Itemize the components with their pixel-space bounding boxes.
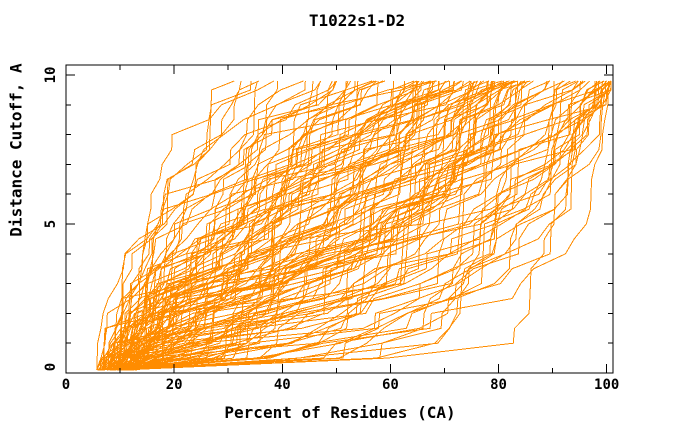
model-curve — [121, 80, 612, 371]
model-curve — [111, 80, 612, 371]
model-curve — [130, 80, 376, 371]
model-curve — [132, 80, 492, 371]
model-curve — [124, 80, 579, 371]
model-curve — [110, 80, 386, 371]
model-curve — [131, 80, 518, 371]
model-curve — [116, 80, 612, 371]
model-curve — [133, 80, 462, 371]
model-curve — [125, 80, 612, 371]
model-curve — [96, 80, 242, 370]
model-curve — [109, 80, 379, 371]
model-curve — [96, 80, 425, 371]
model-curve — [112, 80, 519, 371]
model-curve — [106, 80, 306, 370]
x-tick-label: 60 — [381, 377, 399, 393]
model-curve — [118, 80, 479, 371]
y-tick-label: 10 — [43, 66, 59, 84]
model-curve — [98, 80, 488, 371]
model-curve — [127, 80, 586, 371]
model-curve — [120, 80, 550, 371]
model-curve — [97, 80, 494, 371]
model-curve — [126, 80, 584, 371]
model-curve — [120, 80, 322, 371]
model-curve — [128, 80, 417, 371]
model-curve — [101, 80, 596, 371]
model-curve — [127, 80, 455, 371]
x-tick-label: 80 — [490, 377, 507, 393]
model-curve — [116, 80, 597, 371]
model-curve — [124, 80, 563, 371]
y-tick-label: 0 — [43, 362, 59, 372]
x-axis-label: Percent of Residues (CA) — [224, 403, 456, 422]
model-curve — [99, 80, 505, 371]
model-curve — [131, 80, 434, 371]
plot-border — [65, 64, 614, 374]
model-curve — [100, 80, 612, 371]
model-curve — [133, 80, 581, 371]
model-curve — [121, 80, 608, 371]
model-curve — [115, 80, 352, 371]
model-curve — [134, 80, 418, 371]
model-curve — [135, 80, 414, 371]
model-curve — [128, 80, 598, 371]
y-axis-label: Distance Cutoff, A — [6, 63, 26, 237]
model-curve — [124, 80, 522, 371]
model-curve — [125, 80, 555, 371]
model-curve — [101, 80, 523, 371]
x-tick-label: 100 — [594, 377, 620, 393]
chart-title: T1022s1-D2 — [308, 11, 406, 30]
model-curve — [102, 80, 338, 371]
model-curve — [106, 80, 515, 371]
model-curve — [101, 80, 601, 371]
model-curve — [130, 80, 528, 371]
model-curve — [103, 80, 304, 371]
model-curve — [112, 80, 475, 371]
x-tick-label: 0 — [61, 377, 71, 393]
x-tick-label: 20 — [165, 377, 183, 393]
model-curve — [99, 80, 571, 371]
model-curve — [114, 80, 493, 371]
model-curve — [116, 80, 377, 371]
x-tick-label: 40 — [273, 377, 291, 393]
model-curve — [127, 80, 551, 371]
model-curve — [109, 80, 447, 371]
model-curves-group — [96, 80, 612, 371]
y-tick-label: 5 — [43, 219, 59, 229]
model-curve — [100, 80, 609, 371]
model-curve — [111, 80, 607, 371]
